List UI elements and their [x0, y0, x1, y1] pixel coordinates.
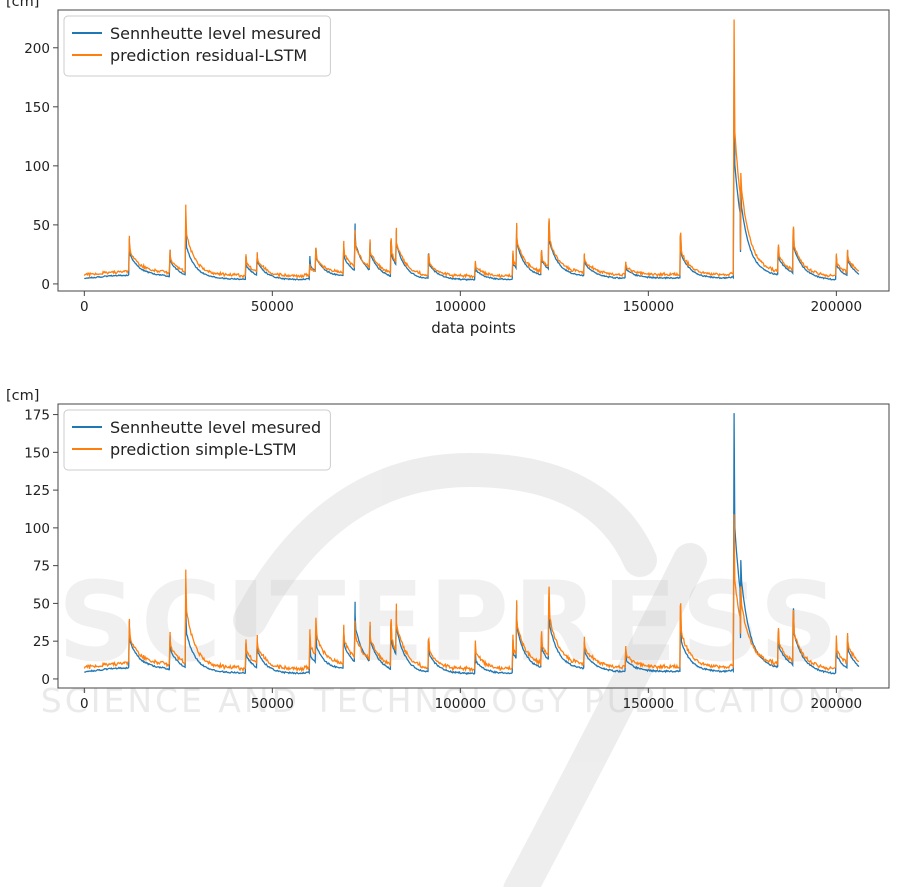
- legend-entry: prediction residual-LSTM: [110, 46, 307, 65]
- legend-entry: Sennheutte level mesured: [110, 418, 321, 437]
- series-line-measured: [84, 413, 860, 675]
- y-tick-label: 50: [33, 218, 50, 234]
- legend-entry: prediction simple-LSTM: [110, 440, 297, 459]
- y-tick-label: 150: [24, 100, 50, 116]
- y-tick-label: 200: [24, 41, 50, 57]
- legend: Sennheutte level mesured prediction simpl…: [63, 409, 331, 471]
- x-tick-label: 0: [80, 299, 89, 315]
- x-tick-label: 100000: [435, 299, 487, 315]
- y-tick-label: 75: [33, 559, 50, 575]
- plot-frame: [57, 403, 890, 689]
- x-tick-label: 50000: [251, 696, 294, 710]
- legend-entry: Sennheutte level mesured: [110, 24, 321, 43]
- legend-box: [63, 409, 331, 471]
- x-axis-label: data points: [431, 319, 516, 337]
- y-axis-label: [cm]: [6, 388, 39, 404]
- y-axis-label: [cm]: [6, 0, 39, 10]
- chart-simple-lstm: 0 25 50 75 100 125 150 175 0 50000 100000 150000 200…: [6, 388, 890, 710]
- series-line-measured: [84, 73, 860, 282]
- y-tick-label: 100: [24, 521, 50, 537]
- legend-box: [63, 15, 331, 77]
- y-tick-label: 0: [41, 672, 50, 688]
- x-tick-label: 200000: [811, 696, 863, 710]
- chart-residual-lstm: 0 50 100 150 200 0 50000 100000 150000 200000 [cm]…: [6, 0, 890, 337]
- legend: Sennheutte level mesured prediction resid…: [63, 15, 331, 77]
- y-tick-label: 0: [41, 277, 50, 293]
- x-tick-label: 50000: [251, 299, 294, 315]
- series-line-prediction: [83, 514, 860, 673]
- y-tick-label: 50: [33, 596, 50, 612]
- x-tick-label: 200000: [811, 299, 863, 315]
- y-tick-label: 100: [24, 159, 50, 175]
- series-line-prediction: [83, 19, 860, 280]
- y-tick-label: 125: [24, 483, 50, 499]
- y-tick-label: 175: [24, 408, 50, 424]
- y-tick-label: 25: [33, 634, 50, 650]
- plot-frame: [57, 9, 890, 292]
- y-tick-label: 150: [24, 445, 50, 461]
- x-tick-label: 100000: [435, 696, 487, 710]
- x-tick-label: 0: [80, 696, 89, 710]
- x-tick-label: 150000: [623, 299, 675, 315]
- x-tick-label: 150000: [623, 696, 675, 710]
